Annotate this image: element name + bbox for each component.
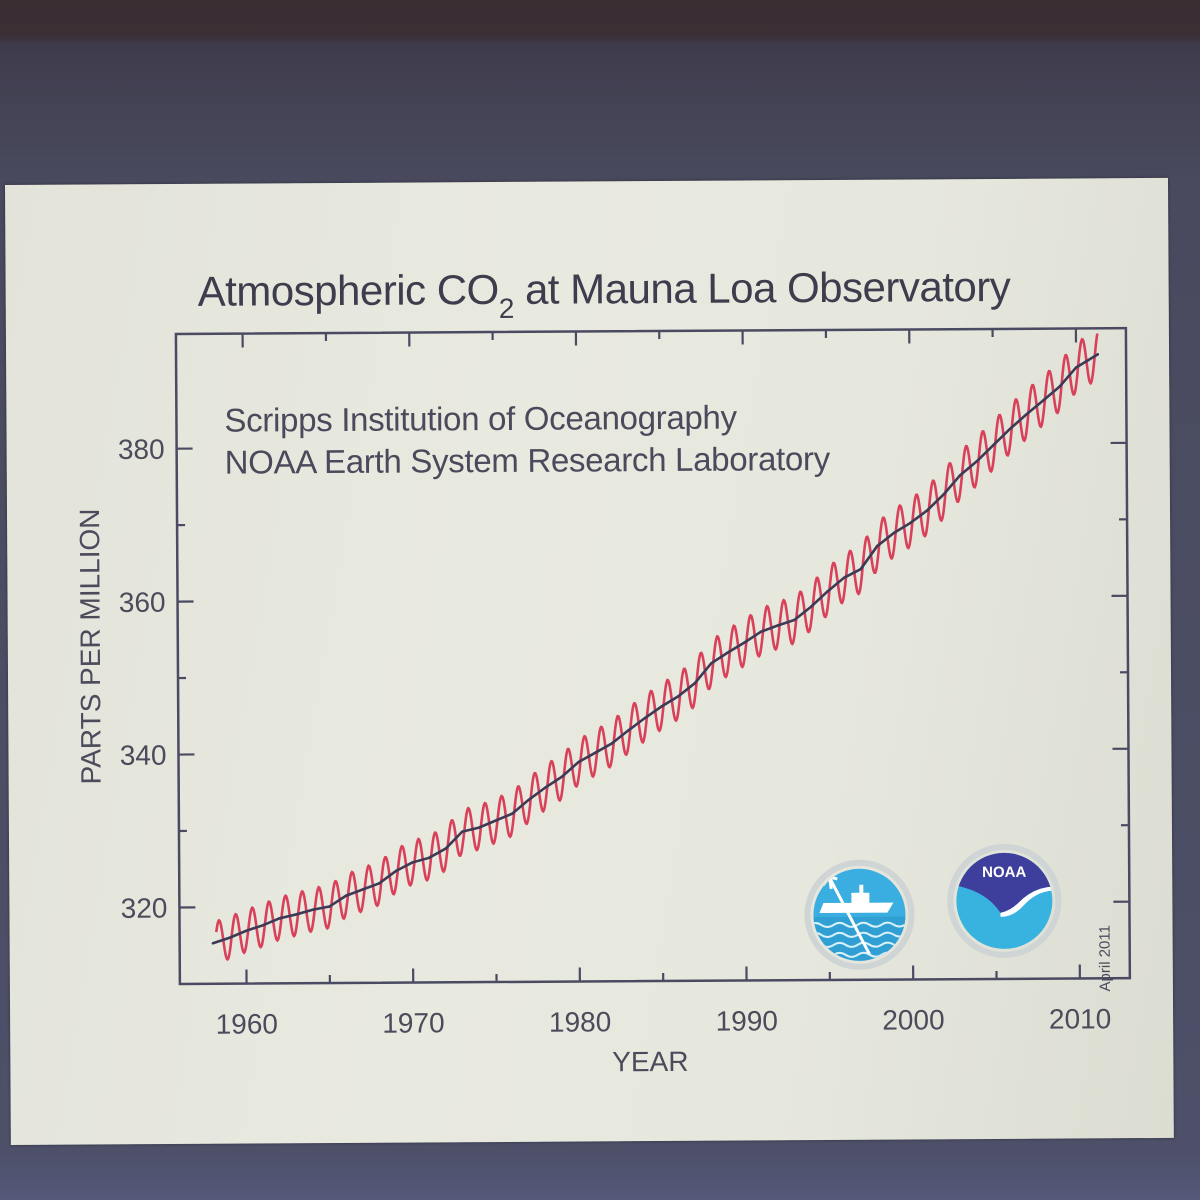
- annual-mean-point: [593, 751, 597, 755]
- annual-mean-point: [627, 729, 630, 732]
- annual-mean-point: [942, 493, 945, 496]
- x-tick-label: 1970: [382, 1007, 444, 1038]
- x-tick-label: 1980: [549, 1006, 611, 1037]
- y-tick-label: 320: [121, 893, 168, 924]
- annual-mean-point: [527, 798, 531, 802]
- annual-mean-point: [693, 681, 697, 685]
- annual-mean-point: [377, 882, 381, 885]
- annual-mean-point: [460, 830, 464, 833]
- annual-mean-point: [726, 651, 730, 654]
- noaa-logo-text: NOAA: [982, 864, 1026, 881]
- annual-mean-point: [892, 531, 896, 535]
- annual-mean-point: [560, 775, 564, 779]
- annual-mean-point: [577, 760, 580, 764]
- annual-mean-point: [992, 443, 995, 447]
- annual-mean-point: [859, 567, 862, 571]
- y-axis-label: PARTS PER MILLION: [74, 508, 107, 784]
- monthly-co2-line: [214, 333, 1099, 962]
- annual-mean-point: [909, 521, 912, 525]
- annual-mean-point: [427, 856, 431, 860]
- axis-ticks: [176, 328, 1130, 984]
- title-subscript: 2: [499, 293, 514, 324]
- annual-mean-point: [544, 786, 547, 789]
- annual-mean-point: [228, 936, 231, 940]
- annual-mean-point: [759, 630, 763, 633]
- ship-icon: [819, 884, 894, 914]
- noaa-bird-icon: [956, 852, 1053, 913]
- annual-mean-point: [444, 847, 448, 850]
- y-tick-label: 380: [118, 434, 165, 465]
- y-tick-label: 340: [120, 740, 167, 771]
- annual-mean-point: [311, 908, 315, 912]
- annual-mean-point: [1074, 366, 1078, 369]
- annual-mean-point: [1025, 413, 1028, 416]
- x-axis-label: YEAR: [612, 1046, 688, 1077]
- y-tick-label: 360: [119, 587, 166, 618]
- annual-mean-point: [294, 913, 298, 916]
- monitor-screen: Atmospheric CO2 at Mauna Loa Observatory…: [5, 177, 1174, 1145]
- x-tick-label: 1960: [216, 1008, 278, 1039]
- title-suffix: at Mauna Loa Observatory: [514, 263, 1011, 313]
- annual-mean-point: [244, 929, 248, 933]
- annual-mean-point: [1041, 399, 1045, 402]
- annual-mean-point: [411, 861, 414, 864]
- title-main: Atmospheric CO: [198, 266, 499, 315]
- annual-mean-point: [958, 473, 962, 477]
- annual-mean-point: [776, 624, 780, 627]
- annual-mean-point: [809, 605, 813, 609]
- date-note: April 2011: [1097, 925, 1114, 992]
- plot-frame: [174, 326, 1132, 986]
- x-tick-label: 2000: [882, 1004, 944, 1035]
- annual-mean-point: [660, 705, 663, 708]
- annual-mean-point: [643, 716, 647, 720]
- annual-mean-point: [875, 544, 879, 548]
- annual-mean-point: [510, 812, 514, 816]
- annual-mean-point: [676, 695, 680, 698]
- annual-mean-point: [394, 869, 398, 873]
- scripps-logo: [804, 859, 915, 970]
- series-layer: [211, 333, 1100, 962]
- noaa-logo: NOAA: [947, 843, 1062, 958]
- annual-mean-point: [826, 590, 829, 593]
- source-annotation-1: Scripps Institution of Oceanography: [224, 399, 737, 439]
- annual-mean-point: [975, 460, 979, 463]
- annual-mean-point: [477, 826, 481, 829]
- annual-mean-co2-line: [212, 353, 1099, 945]
- annual-mean-point: [361, 888, 364, 891]
- x-tick-label: 1990: [716, 1005, 778, 1036]
- annual-mean-point: [709, 661, 713, 665]
- annual-mean-point: [328, 905, 331, 908]
- annual-mean-point: [925, 509, 929, 512]
- annual-mean-point: [211, 941, 215, 945]
- annual-mean-point: [344, 894, 348, 898]
- annual-mean-point: [1058, 385, 1061, 388]
- annual-mean-point: [494, 819, 497, 822]
- annual-mean-point: [842, 576, 846, 579]
- wave-lines: [813, 921, 906, 958]
- tick-labels: 1960 1970 1980 1990 2000 2010 320 340 360 380: [118, 434, 1112, 1040]
- annual-mean-point: [261, 924, 265, 927]
- annual-mean-point: [743, 641, 746, 644]
- x-tick-label: 2010: [1049, 1003, 1111, 1034]
- chart: Atmospheric CO2 at Mauna Loa Observatory…: [74, 263, 1132, 1077]
- annual-mean-point: [1008, 427, 1012, 431]
- source-annotation-2: NOAA Earth System Research Laboratory: [225, 440, 831, 481]
- annual-mean-point: [278, 917, 281, 920]
- chart-title: Atmospheric CO2 at Mauna Loa Observatory: [198, 263, 1011, 326]
- annual-mean-point: [1096, 353, 1100, 356]
- annual-mean-point: [793, 618, 796, 622]
- annual-mean-point: [610, 742, 614, 745]
